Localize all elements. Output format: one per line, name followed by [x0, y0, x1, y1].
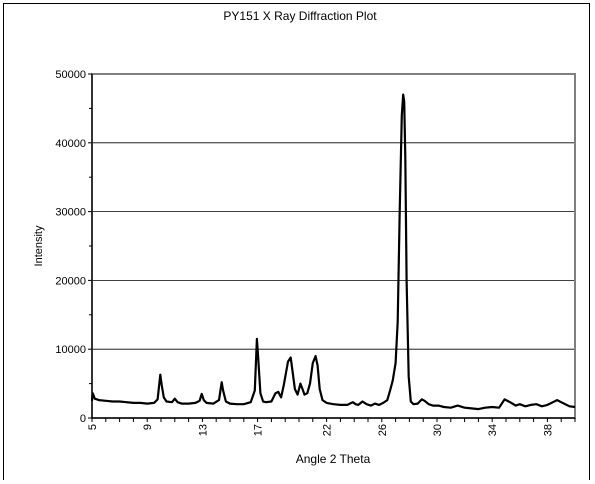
x-tick-labels: 5 9 13 17 22 26 30 34 38 — [87, 424, 554, 436]
axes — [88, 73, 576, 422]
y-tick-label: 10000 — [55, 344, 86, 356]
x-tick-label: 17 — [253, 424, 265, 436]
series-line — [90, 93, 576, 411]
y-tick-label: 40000 — [55, 138, 86, 150]
x-tick-label: 34 — [487, 424, 499, 436]
chart-title: PY151 X Ray Diffraction Plot — [223, 9, 377, 23]
y-tick-label: 20000 — [55, 275, 86, 287]
x-tick-label: 9 — [142, 424, 154, 430]
y-axis-label: Intensity — [33, 225, 45, 266]
x-tick-label: 13 — [197, 424, 209, 436]
x-tick-label: 38 — [542, 424, 554, 436]
chart-frame — [3, 3, 590, 480]
x-tick-label: 22 — [322, 424, 334, 436]
x-axis-label: Angle 2 Theta — [296, 452, 371, 466]
y-tick-labels: 0 10000 20000 30000 40000 50000 — [55, 69, 86, 425]
y-tick-label: 30000 — [55, 207, 86, 219]
y-tick-label: 50000 — [55, 69, 86, 81]
gridlines — [92, 142, 575, 350]
y-tick-label: 0 — [80, 413, 86, 425]
x-tick-label: 5 — [87, 424, 99, 430]
x-tick-label: 26 — [377, 424, 389, 436]
plot-area-border — [91, 73, 576, 419]
x-tick-label: 30 — [432, 424, 444, 436]
